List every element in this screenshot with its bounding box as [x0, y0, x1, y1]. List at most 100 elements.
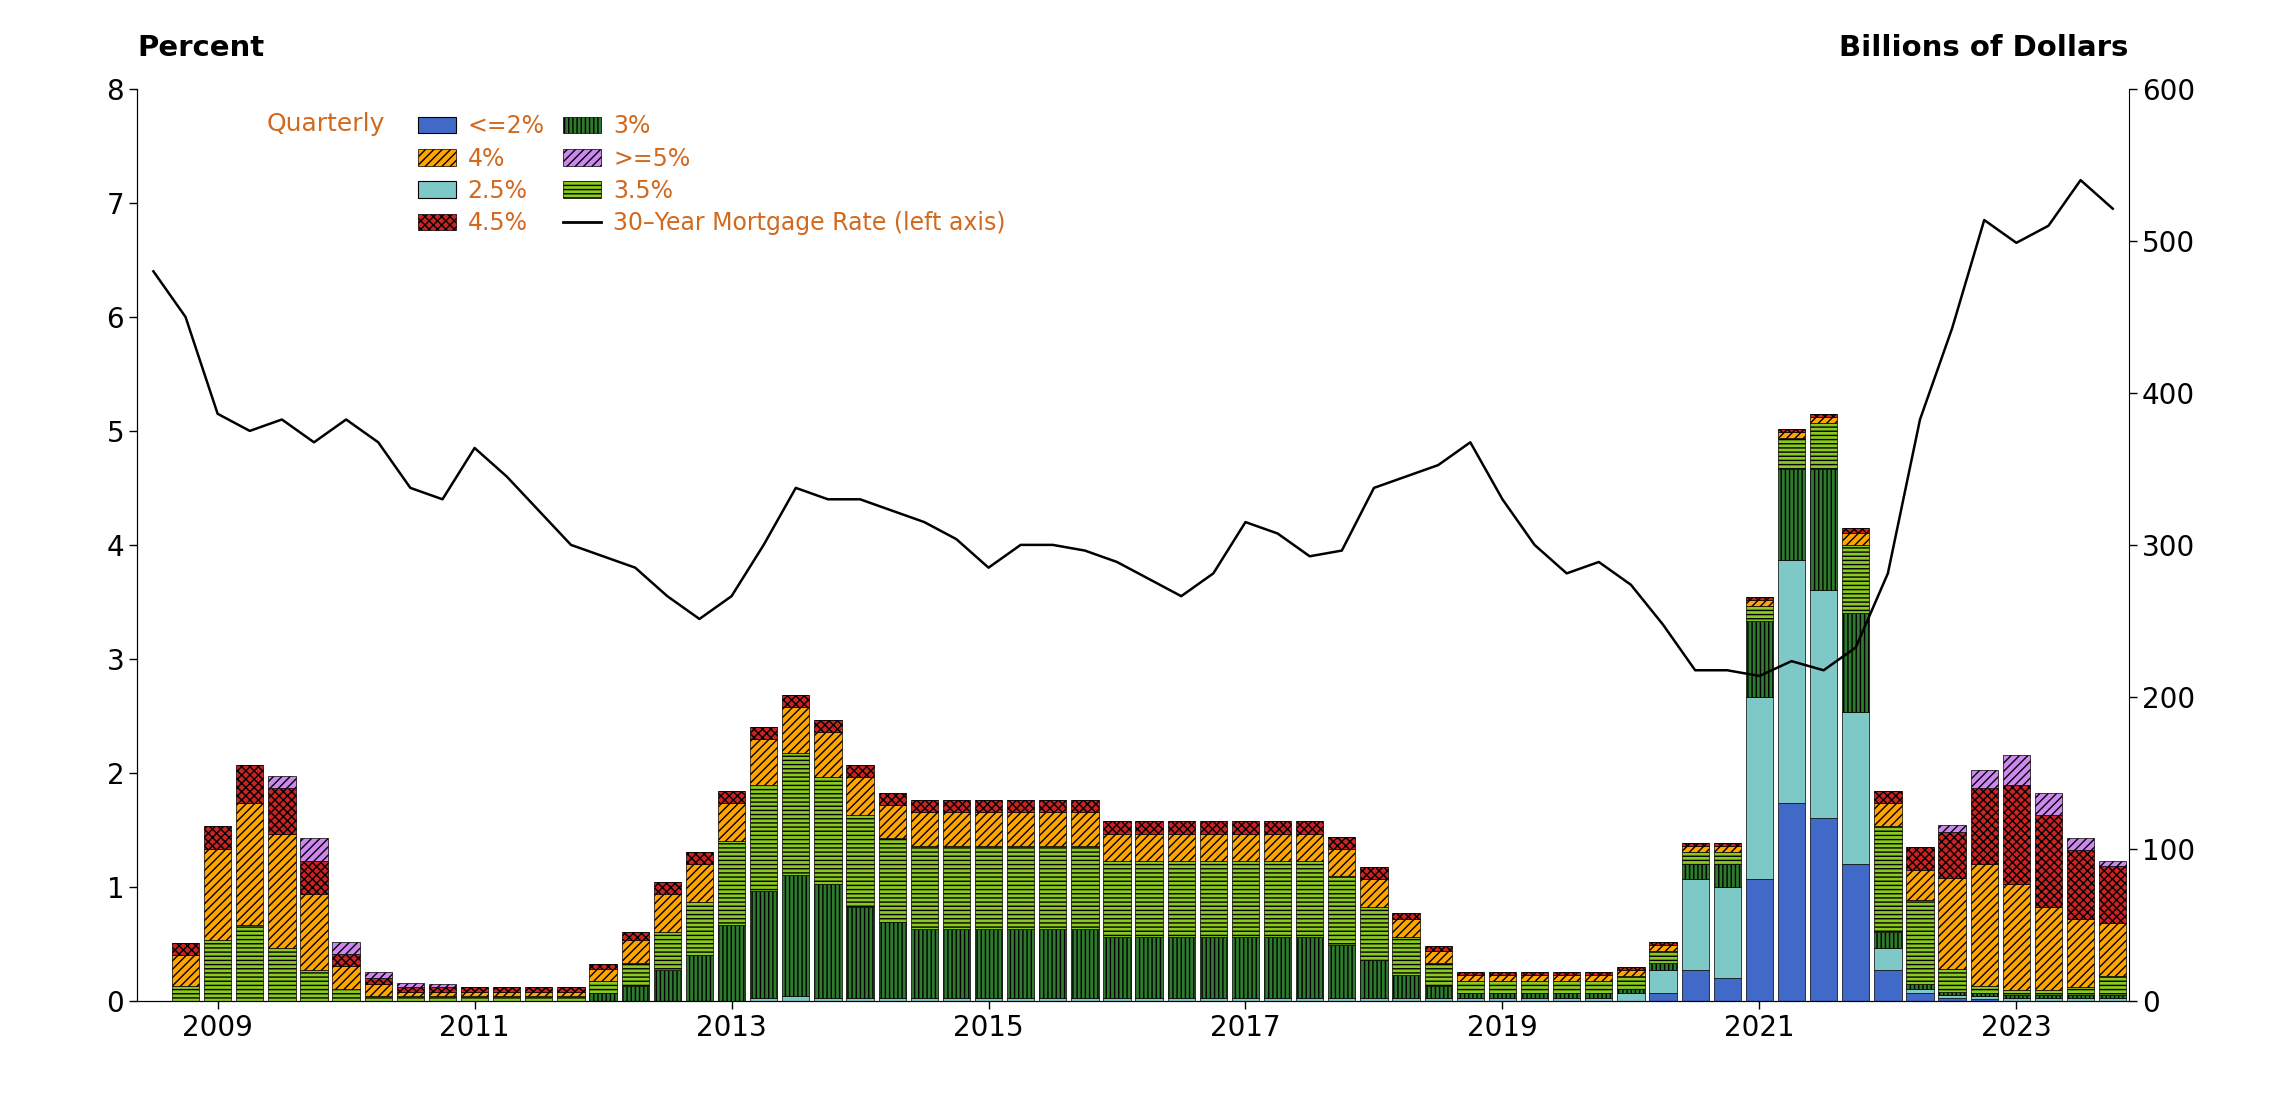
Bar [1360, 997, 1387, 1001]
Bar [1552, 993, 1579, 997]
Bar [1971, 993, 1998, 996]
Bar [1907, 870, 1934, 901]
Bar [719, 803, 746, 841]
Bar [1039, 801, 1067, 813]
Bar [591, 993, 616, 1001]
Bar [364, 984, 391, 996]
Bar [975, 813, 1003, 846]
Bar [2099, 861, 2126, 865]
Bar [1392, 937, 1419, 975]
Bar [2067, 838, 2094, 851]
Bar [172, 985, 199, 1001]
Bar [1007, 801, 1035, 813]
Bar [1488, 972, 1515, 975]
Bar [783, 695, 810, 707]
Bar [1007, 813, 1035, 846]
Bar [687, 864, 714, 902]
Bar [1231, 997, 1259, 1001]
Bar [204, 848, 231, 940]
Bar [300, 894, 327, 971]
Bar [364, 972, 391, 979]
Bar [2067, 987, 2094, 995]
Bar [1360, 867, 1387, 880]
Bar [1488, 997, 1515, 1001]
Bar [751, 727, 778, 739]
Bar [1779, 469, 1806, 560]
Bar [1650, 993, 1676, 1001]
Bar [1520, 972, 1547, 975]
Bar [655, 971, 680, 1001]
Bar [1552, 972, 1579, 975]
Bar [1811, 590, 1838, 818]
Bar [1618, 989, 1644, 993]
Bar [268, 788, 295, 834]
Bar [1392, 919, 1419, 937]
Bar [687, 955, 714, 1001]
Bar [332, 942, 359, 954]
Bar [1328, 836, 1355, 848]
Bar [815, 884, 842, 997]
Bar [204, 940, 231, 1001]
Bar [2099, 997, 2126, 1001]
Bar [1939, 877, 1966, 969]
Bar [2067, 997, 2094, 1001]
Bar [975, 846, 1003, 930]
Bar [332, 989, 359, 1001]
Bar [1939, 997, 1966, 1001]
Bar [751, 892, 778, 997]
Bar [751, 739, 778, 785]
Bar [1971, 864, 1998, 985]
Bar [815, 732, 842, 777]
Bar [1456, 993, 1483, 997]
Bar [975, 997, 1003, 1001]
Bar [2099, 923, 2126, 976]
Bar [1714, 852, 1742, 864]
Bar [1167, 861, 1195, 937]
Bar [1843, 533, 1870, 545]
Bar [1714, 887, 1742, 979]
Bar [1779, 433, 1806, 438]
Bar [943, 813, 971, 846]
Bar [2003, 785, 2030, 884]
Bar [1264, 997, 1291, 1001]
Bar [1779, 560, 1806, 803]
Bar [783, 707, 810, 753]
Bar [1618, 971, 1644, 976]
Bar [1682, 864, 1710, 880]
Bar [623, 963, 648, 985]
Bar [1007, 997, 1035, 1001]
Bar [1296, 997, 1323, 1001]
Bar [1682, 971, 1710, 1001]
Bar [268, 776, 295, 788]
Bar [1424, 963, 1451, 985]
Bar [879, 922, 906, 997]
Bar [1039, 930, 1067, 997]
Bar [783, 753, 810, 875]
Bar [1811, 417, 1838, 424]
Bar [2067, 995, 2094, 997]
Bar [1907, 984, 1934, 989]
Bar [524, 987, 552, 992]
Bar [1779, 438, 1806, 469]
Bar [1199, 834, 1227, 861]
Bar [1971, 770, 1998, 788]
Bar [1296, 861, 1323, 937]
Bar [847, 815, 874, 906]
Bar [1520, 993, 1547, 997]
Bar [2003, 884, 2030, 990]
Bar [1682, 880, 1710, 971]
Bar [1843, 528, 1870, 533]
Bar [1520, 975, 1547, 981]
Bar [943, 930, 971, 997]
Bar [943, 846, 971, 930]
Bar [2003, 995, 2030, 997]
Bar [1586, 975, 1611, 981]
Bar [204, 826, 231, 848]
Bar [1971, 788, 1998, 864]
Bar [1618, 967, 1644, 971]
Bar [1907, 847, 1934, 870]
Bar [1071, 813, 1099, 846]
Bar [1424, 985, 1451, 997]
Bar [1552, 975, 1579, 981]
Bar [460, 992, 488, 996]
